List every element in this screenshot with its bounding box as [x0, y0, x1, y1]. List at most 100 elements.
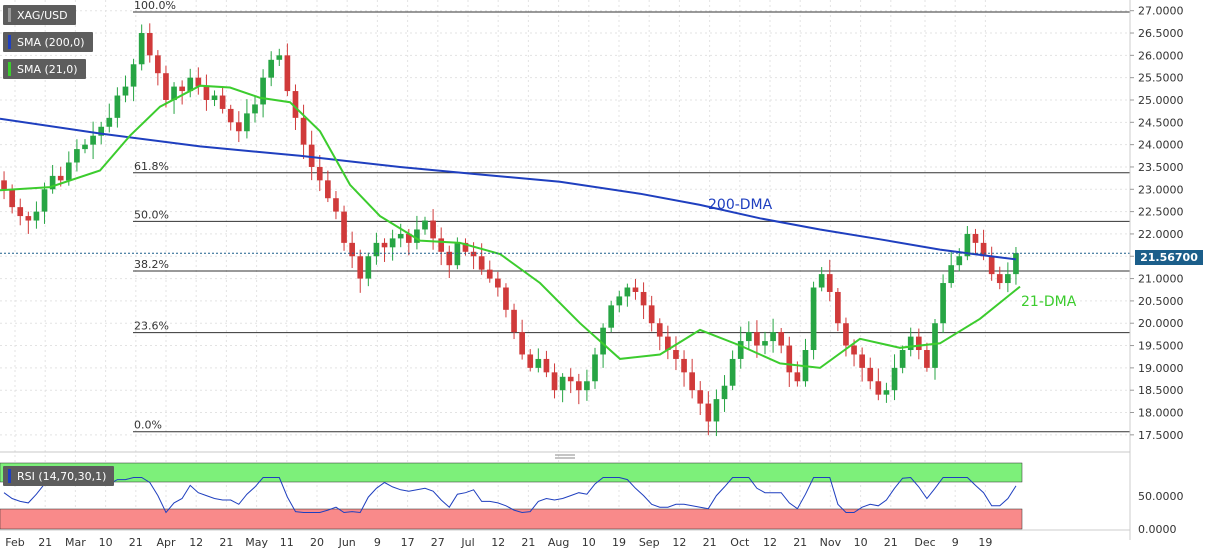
candle-body [519, 332, 525, 355]
price-tick-label: 23.0000 [1138, 183, 1184, 196]
time-tick-label: 21 [129, 536, 143, 549]
fibonacci-levels: 100.0% 61.8% 50.0% 38.2% 23.6% 0.0% [133, 0, 1130, 433]
time-tick-label: 21 [703, 536, 717, 549]
time-tick-label: 11 [280, 536, 294, 549]
candle-body [543, 358, 550, 373]
time-tick-label: 20 [310, 536, 324, 549]
candle-body [980, 242, 987, 257]
candle-body [729, 358, 736, 386]
legend-sma21[interactable]: SMA (21,0) [3, 59, 86, 79]
candle-body [341, 211, 347, 243]
candle-body [130, 64, 137, 87]
candle-body [883, 390, 890, 395]
time-tick-label: Oct [730, 536, 750, 549]
candle-body [41, 189, 48, 212]
candle-body [608, 305, 615, 328]
candle-body [65, 162, 72, 181]
candle-body [656, 323, 663, 337]
candle-body [300, 117, 307, 145]
candle-body [82, 144, 88, 150]
candle-body [284, 55, 291, 92]
candle-body [907, 336, 914, 351]
candle-body [163, 73, 169, 100]
candle-body [211, 95, 218, 100]
candle-body [770, 332, 776, 342]
time-tick-label: 9 [374, 536, 381, 549]
candle-body [1005, 274, 1011, 284]
candle-body [737, 341, 744, 359]
rsi-overbought-zone [0, 462, 1023, 483]
candle-body [381, 242, 388, 248]
candle-body [535, 358, 542, 368]
time-tick-label: Sep [639, 536, 660, 549]
pane-resize-handle[interactable] [555, 454, 575, 459]
symbol-swatch [8, 8, 11, 22]
rsi-pane [0, 462, 1023, 530]
time-axis[interactable]: Feb 21 Mar 10 21 Apr 12 21 May 11 20 Jun 9 17 27 Jul 12 2… [5, 536, 992, 549]
candle-body [721, 385, 728, 400]
candle-body [640, 291, 647, 306]
candle-body [98, 126, 105, 136]
candle-body [818, 274, 825, 288]
candle-body [235, 122, 242, 132]
legend-sma200[interactable]: SMA (200,0) [3, 32, 93, 52]
candle-body [422, 220, 428, 230]
candle-body [681, 358, 687, 373]
candle-body [996, 274, 1003, 284]
candle-body [527, 354, 534, 368]
time-tick-label: 10 [582, 536, 596, 549]
price-tick-label: 20.5000 [1138, 295, 1184, 308]
candle-body [859, 354, 865, 368]
candle-body [551, 372, 558, 391]
time-tick-label: Aug [548, 536, 569, 549]
candle-body [179, 86, 185, 92]
candle-body [187, 77, 194, 92]
price-tick-label: 21.0000 [1138, 273, 1184, 286]
candle-body [713, 399, 720, 422]
time-tick-label: 21 [219, 536, 233, 549]
candle-body [114, 95, 121, 118]
candle-body [810, 287, 817, 351]
last-price-tag: 21.56700 [1135, 250, 1203, 265]
candle-body [365, 256, 372, 279]
rsi-tick-label: 0.0000 [1138, 523, 1177, 536]
fib-label: 38.2% [134, 258, 169, 271]
candle-body [972, 233, 979, 243]
candle-body [705, 403, 712, 422]
time-tick-label: 10 [854, 536, 868, 549]
time-tick-label: Mar [65, 536, 86, 549]
time-tick-label: 10 [99, 536, 113, 549]
candle-body [90, 135, 96, 145]
time-tick-label: May [245, 536, 268, 549]
candle-body [851, 345, 857, 355]
candle-body [924, 350, 930, 368]
annotation-21-dma: 21-DMA [1021, 294, 1077, 310]
candle-body [268, 59, 275, 78]
sma21-line [0, 84, 1021, 369]
symbol-label: XAG/USD [17, 8, 68, 22]
time-tick-label: Jun [338, 536, 356, 549]
candle-body [778, 332, 785, 346]
sma200-swatch [8, 35, 11, 49]
price-tick-label: 23.5000 [1138, 161, 1184, 174]
time-tick-label: Jul [460, 536, 474, 549]
candle-body [899, 350, 906, 368]
time-tick-label: 27 [431, 536, 445, 549]
legend-rsi[interactable]: RSI (14,70,30,1) [3, 466, 115, 486]
candle-body [397, 233, 404, 239]
time-tick-label: 12 [672, 536, 686, 549]
candle-body [673, 350, 679, 359]
price-tick-label: 17.5000 [1138, 429, 1184, 442]
candle-body [648, 305, 655, 324]
candle-body [867, 367, 874, 382]
candle-body [794, 372, 801, 382]
candle-body [786, 345, 793, 373]
candle-body [689, 372, 695, 391]
candle-body [276, 55, 283, 60]
legend-symbol[interactable]: XAG/USD [3, 5, 76, 25]
candle-body [932, 323, 938, 368]
sma200-label: SMA (200,0) [17, 35, 85, 49]
candle-body [25, 216, 32, 221]
price-axis[interactable]: 27.0000 26.5000 26.0000 25.5000 25.0000 24.50… [1130, 5, 1184, 442]
